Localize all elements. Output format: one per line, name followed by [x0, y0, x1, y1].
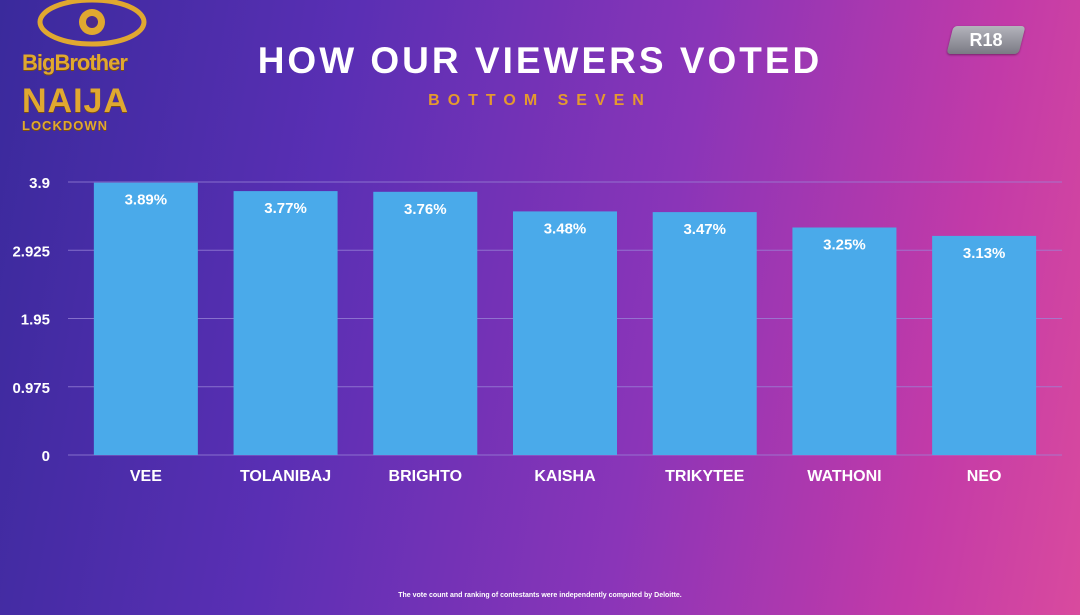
bar-value-label: 3.13%	[963, 245, 1006, 262]
bar-value-label: 3.47%	[683, 221, 726, 238]
bar-value-label: 3.25%	[823, 237, 866, 254]
x-tick-label: BRIGHTO	[389, 468, 462, 485]
chart-subtitle: BOTTOM SEVEN	[428, 92, 652, 109]
bar	[932, 235, 1037, 455]
bar	[373, 191, 478, 456]
y-tick-label: 0	[42, 448, 50, 465]
y-tick-label: 2.925	[12, 243, 50, 260]
footnote: The vote count and ranking of contestant…	[398, 592, 682, 599]
logo-line-1: BigBrother	[22, 50, 128, 75]
y-tick-label: 0.975	[12, 380, 50, 397]
chart-title: HOW OUR VIEWERS VOTED	[257, 40, 823, 81]
bars	[93, 182, 1037, 456]
x-tick-label: KAISHA	[534, 468, 596, 485]
bar	[513, 211, 617, 455]
bar-value-label: 3.48%	[544, 220, 587, 237]
x-tick-label: NEO	[967, 468, 1002, 485]
eye-icon	[37, 0, 147, 47]
bar	[792, 227, 897, 455]
bar	[233, 191, 338, 455]
logo-line-3: LOCKDOWN	[22, 118, 108, 133]
value-labels: 3.89% 3.77% 3.76% 3.48% 3.47% 3.25% 3.13%	[125, 192, 1006, 262]
x-tick-label: TOLANIBAJ	[240, 468, 331, 485]
y-tick-label: 1.95	[21, 312, 50, 329]
bar-value-label: 3.89%	[125, 192, 168, 209]
show-logo: BigBrother NAIJA LOCKDOWN	[22, 0, 152, 140]
bar-value-label: 3.76%	[404, 201, 447, 218]
bar-value-label: 3.77%	[264, 200, 307, 217]
y-axis-ticks: 0 0.975 1.95 2.925 3.9	[12, 175, 50, 465]
bar	[93, 182, 198, 455]
x-axis-ticks: VEE TOLANIBAJ BRIGHTO KAISHA TRIKYTEE WATHONI…	[130, 468, 1002, 485]
x-tick-label: VEE	[130, 468, 162, 485]
x-tick-label: TRIKYTEE	[665, 468, 744, 485]
bar	[652, 212, 757, 455]
y-tick-label: 3.9	[29, 175, 50, 192]
x-tick-label: WATHONI	[807, 468, 881, 485]
logo-line-2: NAIJA	[22, 82, 130, 120]
